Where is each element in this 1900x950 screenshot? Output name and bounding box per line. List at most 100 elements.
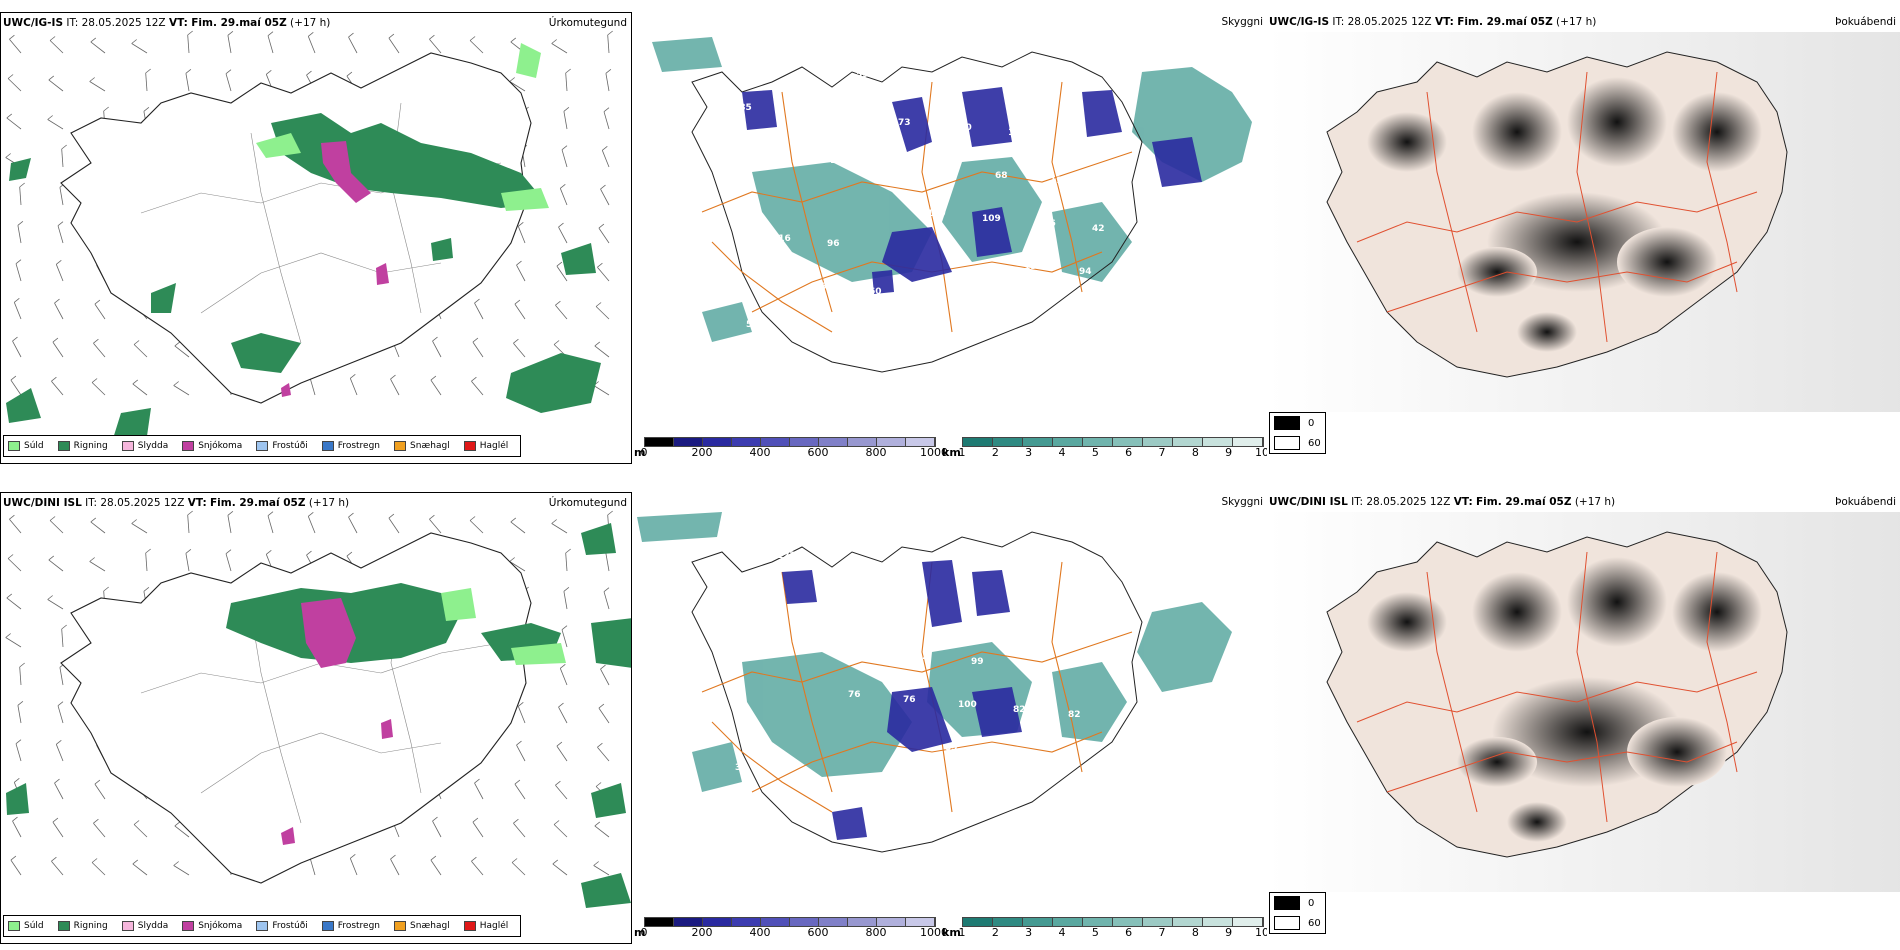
wind-barb [49, 520, 64, 534]
iceland-outline [691, 531, 1143, 853]
wind-barb [598, 227, 610, 244]
wind-barb-feather [348, 512, 354, 518]
wind-barb-feather [593, 861, 599, 866]
legend-label: Haglél [479, 441, 509, 451]
colorbar-segment [993, 438, 1023, 446]
colorbar-swatches-km [962, 437, 1264, 447]
colorbar-tick-label: 1000 [920, 926, 948, 939]
wind-barb [173, 385, 190, 396]
legend-swatch [256, 441, 269, 451]
wind-barb [514, 783, 526, 800]
legend-item: Frostregn [321, 921, 380, 931]
wind-barb [553, 824, 568, 838]
wind-barb-feather [6, 593, 13, 599]
colorbar-tick-label: 1 [958, 446, 966, 459]
wind-barb-feather [57, 701, 64, 707]
wind-barb [9, 518, 22, 534]
wind-barb-feather [227, 30, 234, 36]
legend-swatch [121, 441, 134, 451]
legend-label: Snjókoma [198, 441, 243, 451]
wind-barb [6, 117, 22, 130]
fog-legend-row: 0 [1270, 413, 1325, 433]
colorbar-segment [1143, 918, 1173, 926]
wind-barb-feather [346, 71, 353, 77]
legend-swatch [321, 441, 334, 451]
wind-barb [429, 38, 442, 54]
iceland-outline [691, 51, 1143, 373]
wind-barb [597, 266, 610, 282]
wind-barb-feather [350, 373, 356, 379]
wind-barb-feather [430, 375, 437, 381]
wind-barb [594, 825, 610, 838]
cloud-base-label: 94 [1079, 267, 1092, 277]
wind-barb-feather [518, 701, 524, 707]
wind-barb [559, 668, 568, 686]
colorbar-segment [848, 438, 877, 446]
wind-barb [9, 38, 22, 54]
fog-legend: 0 60 [1269, 412, 1326, 454]
colorbar-tick-label: 4 [1058, 446, 1066, 459]
drizzle-area [441, 588, 566, 665]
wind-barb [131, 523, 148, 534]
wind-barb-feather [132, 379, 139, 385]
visibility-colorbar-m: m 0 200 400 600 800 1000 [634, 917, 948, 939]
colorbar-segment [1083, 438, 1113, 446]
colorbar-segment [906, 918, 935, 926]
fog-legend-label: 60 [1308, 437, 1321, 449]
wind-barb [19, 666, 22, 686]
wind-barb-feather [607, 30, 613, 36]
wind-barb-feather [185, 68, 192, 74]
colorbar-tick-label: 10 [1255, 446, 1267, 459]
wind-barb [607, 34, 610, 54]
colorbar-tick-labels-km: 1 2 3 4 5 6 7 8 9 10 [959, 926, 1268, 939]
wind-barb [17, 225, 22, 244]
fog-legend-row: 60 [1270, 433, 1325, 453]
colorbar-tick-label: 0 [640, 926, 648, 939]
wind-barb-feather [90, 517, 97, 523]
model-name: UWC/DINI ISL [3, 497, 82, 509]
wind-barb [472, 821, 484, 838]
visibility-map-bottom: Skyggni 191 76 59 38 58 63 76 100 17 49 58 [632, 492, 1267, 944]
cloud-base-label: 42 [1092, 224, 1105, 234]
wind-barb-feather [597, 262, 603, 268]
wind-barb-feather [145, 548, 151, 554]
wind-barb [556, 265, 568, 282]
wind-barb [225, 553, 232, 572]
wind-barb [514, 303, 526, 320]
wind-barb [93, 342, 106, 358]
wind-barb [471, 380, 484, 396]
wind-barb [556, 745, 568, 762]
wind-barb-feather [15, 259, 22, 265]
wind-barb-feather [605, 68, 612, 74]
wind-barb-feather [602, 145, 608, 151]
legend-swatch [394, 921, 407, 931]
legend-label: Haglél [479, 921, 509, 931]
wind-barb [49, 40, 64, 54]
panel-header: UWC/DINI ISL IT: 28.05.2025 12Z VT: Fim.… [3, 497, 350, 509]
wind-barb-feather [555, 300, 561, 306]
wind-barb [348, 516, 358, 534]
wind-barb [349, 378, 358, 396]
wind-barb-feather [516, 740, 522, 746]
colorbar-tick-label: 600 [807, 446, 829, 459]
wind-barb-feather [91, 858, 98, 863]
wind-barb-feather [143, 586, 150, 592]
cloud-base-label: 100 [958, 700, 977, 710]
wind-barb-feather [560, 663, 566, 669]
cloud-base-label: 84 [874, 604, 887, 614]
wind-barb-feather [597, 742, 603, 748]
wind-barb [551, 43, 568, 54]
wind-barb-feather [94, 299, 101, 305]
wind-barb [432, 340, 442, 358]
colorbar-segment [819, 438, 848, 446]
wind-barb-feather [47, 595, 53, 600]
wind-barb-feather [560, 183, 566, 189]
fog-legend: 0 60 [1269, 892, 1326, 934]
wind-barb [52, 341, 64, 358]
fog-dark-areas [1367, 77, 1762, 352]
colorbar-segment [877, 918, 906, 926]
wind-barb [51, 380, 64, 396]
wind-barb-feather [54, 778, 60, 784]
cloud-base-label: 60 [869, 287, 882, 297]
wind-barb-feather [51, 856, 57, 862]
